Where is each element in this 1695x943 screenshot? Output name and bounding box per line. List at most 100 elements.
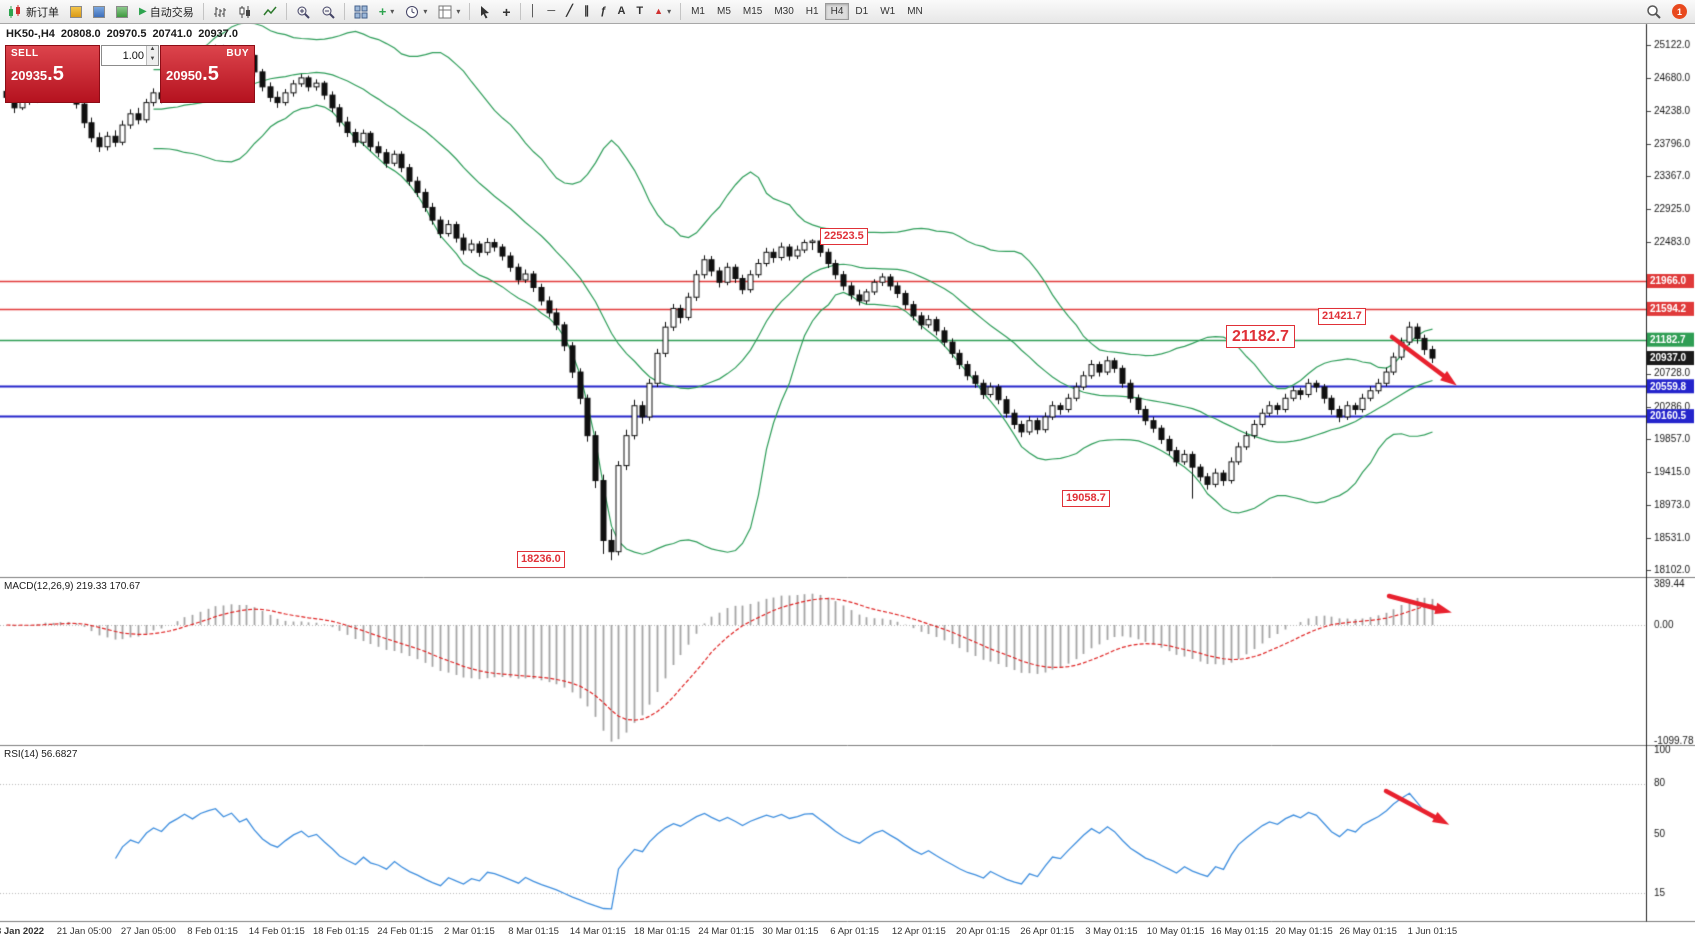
toolbar-separator <box>202 3 204 20</box>
one-click-trading-panel: SELL 20935.5 1.00 ▲ ▼ BUY 20950.5 <box>5 45 255 103</box>
horizontal-line-tool-button[interactable]: ─ <box>542 2 560 22</box>
time-axis-label: 8 Mar 01:15 <box>508 926 559 937</box>
time-axis-label: 20 Apr 01:15 <box>956 926 1010 937</box>
volume-input[interactable]: 1.00 <box>122 49 144 62</box>
chevron-down-icon: ▾ <box>423 7 428 16</box>
time-axis-label: 14 Feb 01:15 <box>248 926 305 937</box>
time-axis-label: 3 Jan 2022 <box>0 926 45 937</box>
buy-label: BUY <box>226 48 249 59</box>
timeframe-m5[interactable]: M5 <box>711 3 737 20</box>
timeframe-m30[interactable]: M30 <box>768 3 799 20</box>
new-order-icon <box>9 4 20 18</box>
periods-button[interactable]: ▾ <box>400 2 432 22</box>
market-watch-button[interactable] <box>65 2 87 22</box>
toolbar-separator <box>519 3 521 20</box>
notifications-button[interactable]: 1 <box>1667 2 1692 22</box>
bar-chart-icon <box>213 6 226 17</box>
time-axis-label: 6 Apr 01:15 <box>830 926 879 937</box>
templates-button[interactable]: ▾ <box>433 2 465 22</box>
data-window-button[interactable] <box>88 2 110 22</box>
search-icon <box>1647 5 1661 19</box>
indicators-button[interactable]: + ▾ <box>374 2 400 22</box>
templates-icon <box>438 5 452 18</box>
new-order-label: 新订单 <box>26 6 59 19</box>
arrows-tool-button[interactable]: ▲ ▾ <box>649 2 676 22</box>
open-value: 20808.0 <box>60 28 101 40</box>
crosshair-icon: + <box>502 3 511 20</box>
timeframe-h4[interactable]: H4 <box>824 3 850 20</box>
notification-badge: 1 <box>1672 4 1687 19</box>
zoom-out-icon <box>322 6 335 19</box>
tile-windows-icon <box>354 5 368 18</box>
time-axis-label: 24 Feb 01:15 <box>377 926 434 937</box>
line-chart-icon <box>263 6 277 15</box>
zoom-out-button[interactable] <box>316 2 340 22</box>
time-axis-label: 21 Jan 05:00 <box>56 926 112 937</box>
line-chart-button[interactable] <box>258 2 282 22</box>
chevron-down-icon: ▾ <box>390 7 395 16</box>
sell-button[interactable]: SELL 20935.5 <box>5 45 100 103</box>
horizontal-line-icon: ─ <box>547 5 556 17</box>
candlestick-icon <box>239 5 250 18</box>
volume-stepper[interactable]: ▲ ▼ <box>146 46 158 65</box>
trendline-icon: ╱ <box>566 5 573 17</box>
spin-down-icon[interactable]: ▼ <box>147 55 158 65</box>
navigator-button[interactable] <box>111 2 133 22</box>
timeframe-group: M1 M5 M15 M30 H1 H4 D1 W1 MN <box>685 3 929 20</box>
indicators-plus-icon: + <box>378 4 387 19</box>
cursor-icon <box>481 5 490 18</box>
timeframe-w1[interactable]: W1 <box>874 3 901 20</box>
search-button[interactable] <box>1641 2 1666 22</box>
label-icon: T <box>636 5 644 17</box>
clock-icon <box>406 5 419 18</box>
time-axis-label: 14 Mar 01:15 <box>569 926 626 937</box>
new-order-button[interactable]: 新订单 <box>3 2 64 22</box>
toolbar-separator <box>285 3 287 20</box>
vertical-line-tool-button[interactable]: │ <box>525 2 542 22</box>
high-value: 20970.5 <box>106 28 147 40</box>
auto-trading-label: 自动交易 <box>149 6 194 19</box>
crosshair-tool-button[interactable]: + <box>497 2 515 22</box>
tile-windows-button[interactable] <box>349 2 373 22</box>
time-axis-label: 16 May 01:15 <box>1211 926 1269 937</box>
text-tool-button[interactable]: A <box>612 2 630 22</box>
timeframe-m1[interactable]: M1 <box>685 3 711 20</box>
price-annotation: 21182.7 <box>1226 325 1295 348</box>
auto-trading-button[interactable]: ▶ 自动交易 <box>134 2 199 22</box>
toolbar-separator <box>469 3 471 20</box>
time-axis-label: 18 Mar 01:15 <box>634 926 690 937</box>
time-axis-label: 2 Mar 01:15 <box>444 926 495 937</box>
candlestick-chart-button[interactable] <box>233 2 257 22</box>
fibonacci-tool-button[interactable]: ƒ <box>595 2 611 22</box>
timeframe-h1[interactable]: H1 <box>800 3 825 20</box>
sell-label: SELL <box>11 48 39 59</box>
time-axis-label: 20 May 01:15 <box>1275 926 1333 937</box>
channel-icon: ∥ <box>583 5 590 17</box>
spin-up-icon[interactable]: ▲ <box>147 46 158 56</box>
price-annotation: 18236.0 <box>517 551 565 568</box>
navigator-icon <box>116 5 128 18</box>
sell-price: 20935.5 <box>11 63 64 85</box>
bar-chart-button[interactable] <box>208 2 232 22</box>
cursor-tool-button[interactable] <box>474 2 496 22</box>
symbol-period-label: HK50-,H4 <box>6 28 55 40</box>
timeframe-m15[interactable]: M15 <box>737 3 768 20</box>
time-axis-label: 27 Jan 05:00 <box>120 926 176 937</box>
price-annotation: 21421.7 <box>1318 308 1366 325</box>
channel-tool-button[interactable]: ∥ <box>579 2 595 22</box>
rsi-label: RSI(14) 56.6827 <box>4 749 78 760</box>
zoom-in-button[interactable] <box>291 2 315 22</box>
timeframe-d1[interactable]: D1 <box>849 3 874 20</box>
label-tool-button[interactable]: T <box>631 2 648 22</box>
chevron-down-icon: ▾ <box>456 7 461 16</box>
price-annotation: 19058.7 <box>1062 490 1110 507</box>
text-icon: A <box>617 5 626 17</box>
timeframe-mn[interactable]: MN <box>901 3 929 20</box>
data-window-icon <box>93 5 105 18</box>
trendline-tool-button[interactable]: ╱ <box>561 2 578 22</box>
time-axis-label: 26 Apr 01:15 <box>1020 926 1075 937</box>
buy-button[interactable]: BUY 20950.5 <box>160 45 255 103</box>
time-axis-label: 1 Jun 01:15 <box>1407 926 1458 937</box>
fibonacci-icon: ƒ <box>600 5 607 17</box>
